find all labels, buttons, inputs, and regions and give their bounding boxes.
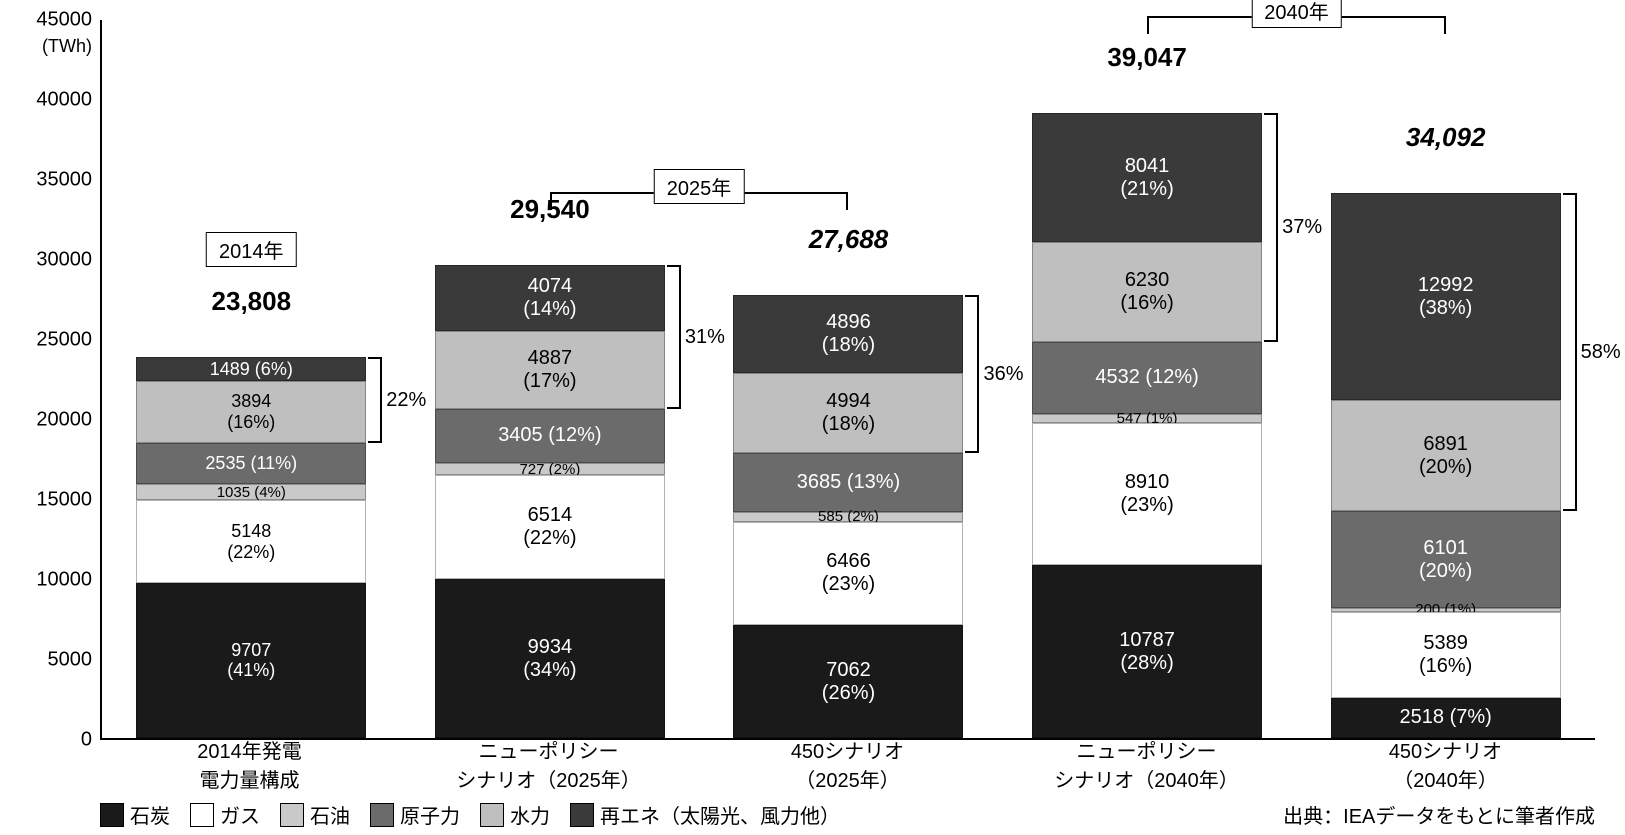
y-tick: 40000 [0, 89, 92, 112]
x-axis-label: ニューポリシー シナリオ（2025年） [409, 735, 689, 793]
bar-total-label: 27,688 [809, 224, 889, 255]
legend-swatch [280, 803, 304, 827]
legend-item-coal: 石炭 [100, 800, 170, 829]
stacked-bar: 10787 (28%)8910 (23%)547 (1%)4532 (12%)6… [1032, 113, 1262, 738]
source-text: 出典：IEAデータをもとに筆者作成 [1283, 800, 1595, 829]
legend-label: 石油 [310, 800, 350, 829]
y-tick: 45000 [0, 9, 92, 32]
bar-segment-hydro: 6891 (20%) [1331, 400, 1561, 510]
bar-segment-gas: 5389 (16%) [1331, 612, 1561, 698]
legend-swatch [100, 803, 124, 827]
plot-area: 23,808 2014年 22% 9707 (41%)5148 (22%)1035 (… [100, 20, 1595, 740]
legend: 石炭 ガス 石油 原子力 水力 再エネ（太陽光、風力他） [100, 800, 840, 829]
legend-label: 再エネ（太陽光、風力他） [600, 800, 840, 829]
y-axis-unit: (TWh) [0, 36, 92, 57]
legend-label: 水力 [510, 800, 550, 829]
y-tick: 25000 [0, 329, 92, 352]
y-tick: 15000 [0, 489, 92, 512]
bar-segment-gas: 6514 (22%) [435, 475, 665, 579]
side-bracket [368, 357, 382, 443]
legend-swatch [480, 803, 504, 827]
side-bracket-label: 22% [386, 389, 426, 412]
legend-item-oil: 石油 [280, 800, 350, 829]
bar-column: 34,09258%2518 (7%)5389 (16%)200 (1%)6101… [1331, 193, 1561, 738]
legend-item-gas: ガス [190, 800, 260, 829]
side-bracket [667, 265, 681, 408]
bar-segment-hydro: 4887 (17%) [435, 331, 665, 409]
stacked-bar: 2518 (7%)5389 (16%)200 (1%)6101 (20%)689… [1331, 193, 1561, 738]
bar-segment-nuclear: 3685 (13%) [733, 453, 963, 512]
bar-segment-oil: 727 (2%) [435, 463, 665, 475]
year-badge: 2014年 [206, 232, 297, 267]
legend-swatch [190, 803, 214, 827]
y-tick: 10000 [0, 569, 92, 592]
side-bracket-label: 58% [1581, 341, 1621, 364]
side-bracket-label: 36% [983, 363, 1023, 386]
x-axis-label: 450シナリオ （2040年） [1306, 735, 1586, 793]
bar-segment-coal: 2518 (7%) [1331, 698, 1561, 738]
bar-segment-nuclear: 3405 (12%) [435, 409, 665, 463]
bar-segment-nuclear: 4532 (12%) [1032, 342, 1262, 415]
bar-segment-gas: 5148 (22%) [136, 500, 366, 582]
legend-label: 石炭 [130, 800, 170, 829]
side-bracket [965, 295, 979, 453]
bar-segment-renew: 1489 (6%) [136, 357, 366, 381]
bar-segment-coal: 9934 (34%) [435, 579, 665, 738]
y-axis: 0500010000150002000025000300003500040000… [0, 20, 100, 740]
legend-item-renew: 再エネ（太陽光、風力他） [570, 800, 840, 829]
bar-segment-nuclear: 6101 (20%) [1331, 511, 1561, 609]
legend-item-nuclear: 原子力 [370, 800, 460, 829]
bar-segment-hydro: 4994 (18%) [733, 373, 963, 453]
bar-segment-renew: 4074 (14%) [435, 265, 665, 330]
bar-segment-renew: 4896 (18%) [733, 295, 963, 373]
x-axis-label: ニューポリシー シナリオ（2040年） [1007, 735, 1287, 793]
bar-segment-renew: 12992 (38%) [1331, 193, 1561, 401]
bar-segment-hydro: 3894 (16%) [136, 381, 366, 443]
stacked-bar: 9934 (34%)6514 (22%)727 (2%)3405 (12%)48… [435, 265, 665, 738]
legend-item-hydro: 水力 [480, 800, 550, 829]
bar-segment-gas: 6466 (23%) [733, 522, 963, 625]
group-bracket-label: 2040年 [1251, 0, 1342, 28]
bars-container: 23,808 2014年 22% 9707 (41%)5148 (22%)1035 (… [102, 20, 1595, 738]
bar-segment-coal: 9707 (41%) [136, 583, 366, 738]
bar-segment-gas: 8910 (23%) [1032, 423, 1262, 566]
bar-column: 23,8082014年22%9707 (41%)5148 (22%)1035 (… [136, 357, 366, 738]
bar-total-label: 39,047 [1107, 42, 1187, 73]
bar-segment-nuclear: 2535 (11%) [136, 443, 366, 484]
chart-container: 0 5000 10000 15000 20000 25000 30000 35000 40000… [0, 0, 1625, 835]
legend-label: 原子力 [400, 800, 460, 829]
bar-column: 29,54031%9934 (34%)6514 (22%)727 (2%)340… [435, 265, 665, 738]
y-tick: 20000 [0, 409, 92, 432]
bar-segment-oil: 585 (2%) [733, 512, 963, 521]
side-bracket [1264, 113, 1278, 341]
legend-label: ガス [220, 800, 260, 829]
x-axis-labels: 2014年発電 電力量構成ニューポリシー シナリオ（2025年） 450シナリオ … [100, 735, 1595, 793]
legend-swatch [370, 803, 394, 827]
stacked-bar: 7062 (26%)6466 (23%)585 (2%)3685 (13%)49… [733, 295, 963, 738]
bar-segment-hydro: 6230 (16%) [1032, 242, 1262, 342]
side-bracket-label: 31% [685, 326, 725, 349]
bar-total-label: 23,808 [212, 286, 292, 317]
bar-segment-coal: 7062 (26%) [733, 625, 963, 738]
bar-segment-oil: 547 (1%) [1032, 414, 1262, 423]
y-tick: 0 [0, 729, 92, 752]
bar-segment-coal: 10787 (28%) [1032, 565, 1262, 738]
bar-segment-oil: 1035 (4%) [136, 484, 366, 501]
legend-swatch [570, 803, 594, 827]
x-axis-label: 450シナリオ （2025年） [708, 735, 988, 793]
y-tick: 35000 [0, 169, 92, 192]
y-tick: 30000 [0, 249, 92, 272]
stacked-bar: 9707 (41%)5148 (22%)1035 (4%)2535 (11%)3… [136, 357, 366, 738]
x-axis-label: 2014年発電 電力量構成 [110, 735, 390, 793]
bar-column: 27,68836%7062 (26%)6466 (23%)585 (2%)368… [733, 295, 963, 738]
y-tick: 5000 [0, 649, 92, 672]
side-bracket [1563, 193, 1577, 511]
group-bracket-label: 2025年 [654, 169, 745, 204]
bar-segment-renew: 8041 (21%) [1032, 113, 1262, 242]
bar-column: 39,04737%10787 (28%)8910 (23%)547 (1%)45… [1032, 113, 1262, 738]
side-bracket-label: 37% [1282, 216, 1322, 239]
bar-total-label: 34,092 [1406, 122, 1486, 153]
